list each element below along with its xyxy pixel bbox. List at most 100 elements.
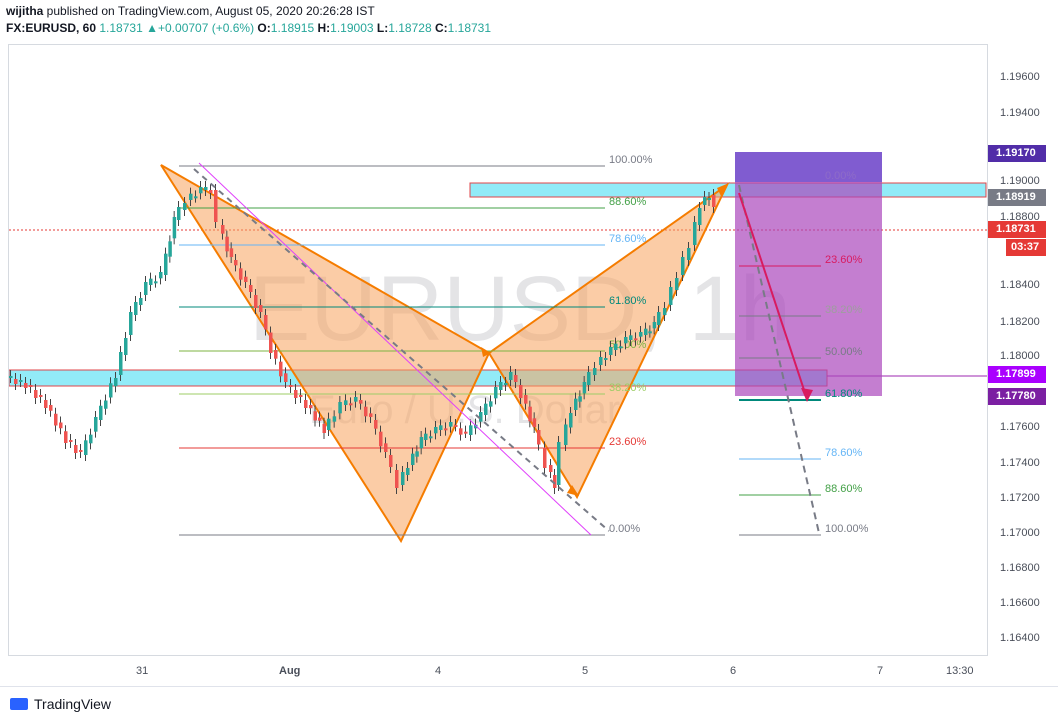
time-axis[interactable]: 31 Aug 4 5 6 7 13:30 — [8, 656, 988, 686]
chart-plot-area[interactable]: EURUSD, 1h Euro / U.S. Dollar 100.00% 88… — [8, 44, 988, 656]
candle-body — [249, 285, 253, 292]
candle-body — [119, 352, 123, 375]
price-tag-fib-high: 1.18919 — [988, 189, 1046, 206]
candle-body — [681, 257, 685, 275]
candle-body — [614, 343, 618, 350]
candle-body — [439, 425, 443, 430]
candle-body — [332, 416, 337, 422]
candle-body — [294, 390, 298, 398]
open-value: 1.18915 — [270, 21, 315, 35]
candle-body — [479, 412, 483, 422]
price-tag-current: 1.18731 — [988, 221, 1046, 238]
pattern-triangle-xab[interactable] — [160, 164, 491, 544]
y-tick: 1.16600 — [1000, 597, 1040, 609]
candle-body — [74, 445, 78, 453]
chart-canvas[interactable]: EURUSD, 1h Euro / U.S. Dollar 100.00% 88… — [9, 45, 988, 656]
candle-body — [129, 312, 133, 335]
symbol-ohlc-line: FX:EURUSD, 60 1.18731 ▲+0.00707 (+0.6%) … — [6, 20, 491, 37]
candle-body — [9, 376, 13, 378]
candle-body — [395, 470, 399, 488]
candle-body — [634, 338, 638, 341]
target-zone[interactable] — [735, 182, 882, 396]
close-value: 1.18731 — [447, 21, 492, 35]
candle-body — [514, 375, 518, 382]
x-tick: Aug — [279, 665, 301, 677]
y-tick: 1.17000 — [1000, 527, 1040, 539]
candle-body — [327, 418, 331, 430]
candle-body — [199, 187, 203, 194]
candle-body — [299, 395, 303, 397]
candle-body — [406, 468, 410, 475]
candle-body — [489, 401, 493, 407]
candle-body — [221, 225, 225, 234]
close-label: C: — [434, 21, 448, 35]
candlestick-series[interactable] — [9, 181, 716, 494]
x-tick: 31 — [136, 665, 149, 677]
fib-left-886: 88.60% — [609, 196, 647, 208]
candle-body — [389, 455, 393, 467]
candle-body — [578, 396, 582, 402]
candle-body — [54, 413, 58, 426]
y-tick: 1.16400 — [1000, 632, 1040, 644]
y-tick: 1.19400 — [1000, 107, 1040, 119]
price-tag-top: 1.19170 — [988, 145, 1046, 162]
stop-zone[interactable] — [735, 152, 882, 182]
candle-body — [698, 208, 702, 225]
publisher-user[interactable]: wijitha — [6, 4, 44, 18]
x-tick: 7 — [877, 665, 884, 677]
candle-body — [444, 428, 448, 431]
fib-retracement-left[interactable]: 100.00% 88.60% 78.60% 61.80% 50.00% 38.2… — [179, 154, 653, 536]
fib-right-0: 0.00% — [825, 170, 856, 182]
chart-header: wijitha published on TradingView.com, Au… — [6, 3, 491, 37]
arrow-up-icon: ▲ — [146, 21, 158, 35]
candle-body — [574, 398, 578, 410]
candle-body — [582, 382, 587, 394]
fib-right-886: 88.60% — [825, 483, 863, 495]
y-tick: 1.16800 — [1000, 562, 1040, 574]
tradingview-logo[interactable]: TradingView — [10, 696, 111, 712]
candle-body — [509, 372, 513, 380]
candle-body — [39, 395, 43, 397]
fib-right-786: 78.60% — [825, 447, 863, 459]
candle-body — [524, 395, 528, 404]
candle-body — [459, 428, 463, 435]
price-change: +0.00707 (+0.6%) — [158, 21, 255, 35]
candle-body — [229, 248, 234, 257]
candle-body — [14, 379, 18, 384]
candle-body — [239, 268, 243, 280]
fib-left-618: 61.80% — [609, 295, 647, 307]
xd-dashed-line[interactable] — [193, 168, 610, 532]
y-tick: 1.17400 — [1000, 457, 1040, 469]
fib-left-0: 0.00% — [609, 523, 640, 535]
candle-body — [318, 417, 322, 421]
x-tick: 13:30 — [946, 665, 974, 677]
candle-body — [669, 287, 673, 305]
candle-body — [109, 383, 113, 398]
candle-body — [59, 422, 63, 429]
y-tick: 1.19000 — [1000, 175, 1040, 187]
candle-body — [434, 427, 438, 434]
projection-arrowhead-icon — [801, 388, 813, 402]
candle-body — [415, 451, 419, 457]
candle-body — [214, 190, 218, 222]
open-label: O: — [257, 21, 271, 35]
fib-right-500: 50.00% — [825, 346, 863, 358]
candle-body — [354, 397, 358, 402]
candle-body — [424, 433, 428, 440]
price-axis[interactable]: 1.19600 1.19400 1.19000 1.18800 1.18400 … — [988, 44, 1058, 656]
candle-body — [29, 385, 33, 387]
channel-line[interactable] — [198, 162, 592, 536]
candle-body — [309, 405, 313, 409]
projection-arrow-line[interactable] — [738, 192, 808, 400]
fib-retracement-right[interactable]: 0.00% 23.60% 38.20% 50.00% 61.80% 78.60%… — [739, 170, 869, 536]
y-tick: 1.18200 — [1000, 316, 1040, 328]
x-tick: 6 — [730, 665, 737, 677]
candle-body — [194, 196, 198, 199]
low-label: L: — [376, 21, 389, 35]
countdown-tag: 03:37 — [1006, 239, 1046, 256]
candle-body — [593, 368, 597, 375]
symbol-label[interactable]: FX:EURUSD, 60 — [6, 21, 97, 35]
last-price: 1.18731 — [99, 21, 143, 35]
candle-body — [564, 424, 568, 445]
candle-body — [234, 260, 238, 266]
